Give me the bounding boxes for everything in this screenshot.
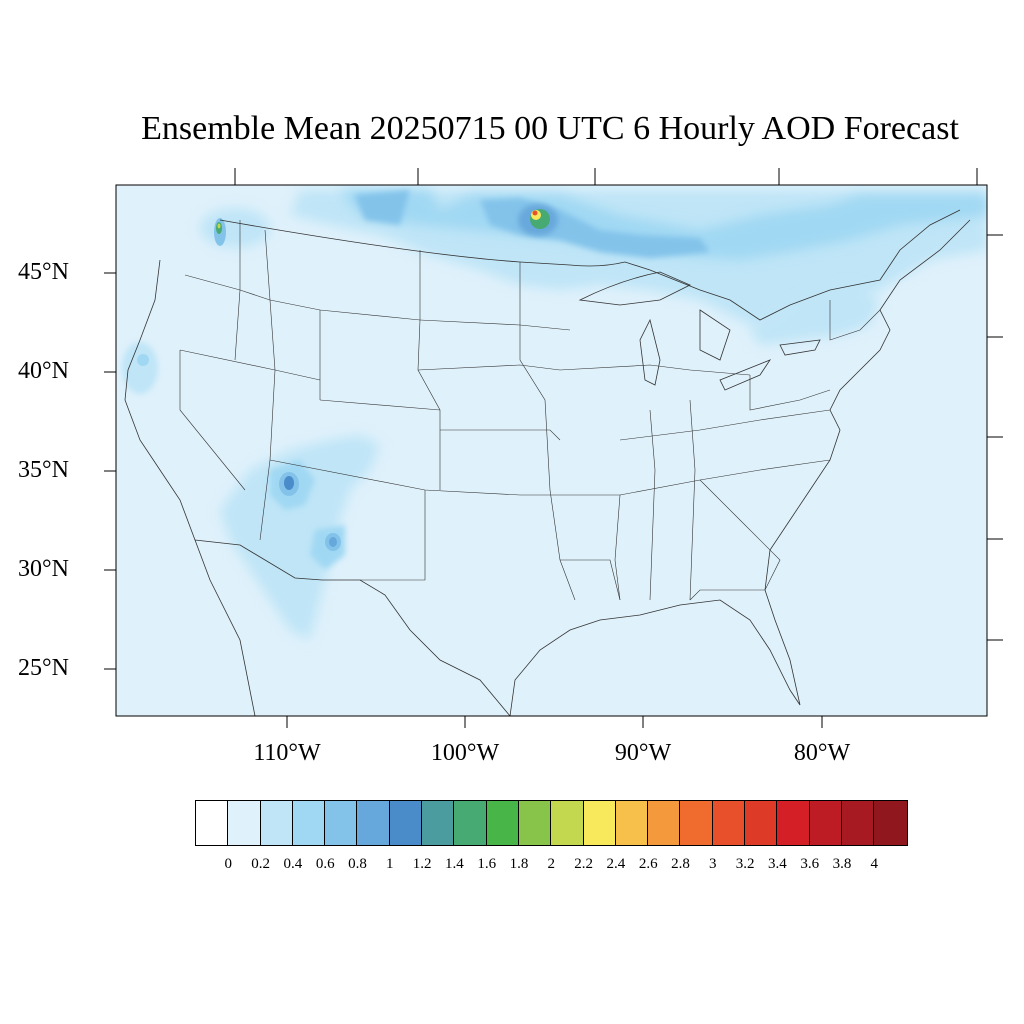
colorbar-box-11 [551, 801, 584, 845]
colorbar-tick-label: 3.2 [735, 856, 755, 872]
colorbar-box-8 [454, 801, 487, 845]
colorbar-tick-label: 3 [709, 856, 717, 872]
colorbar-box-16 [712, 801, 746, 845]
us-canada-border [219, 209, 961, 321]
northeast-haze [750, 285, 880, 345]
smoke-plume-core-peak [532, 210, 538, 216]
colorbar-tick-label: 2.2 [574, 856, 593, 872]
lat-label-45: 45°N [18, 259, 69, 285]
colorbar-tick-label: 1.6 [477, 856, 497, 872]
colorbar-box-0 [196, 801, 229, 845]
colorbar-box-14 [648, 801, 681, 845]
colorbar-tick-label: 3.4 [768, 856, 787, 872]
map-title: Ensemble Mean 20250715 00 UTC 6 Hourly A… [141, 110, 959, 147]
lake-michigan [639, 318, 661, 386]
colorbar-box-17 [745, 801, 778, 845]
aod-shading [122, 190, 987, 640]
lat-ticks-left [104, 272, 116, 670]
colorbar-box-12 [583, 801, 616, 845]
lake-superior [578, 271, 691, 306]
colorbar-box-13 [615, 801, 649, 845]
colorbar-box-6 [389, 801, 423, 845]
colorbar-box-9 [486, 801, 519, 845]
state-lines [179, 220, 881, 601]
atlantic-coastline [764, 219, 971, 591]
colorbar [195, 800, 908, 846]
colorbar-tick-label: 2.4 [606, 856, 626, 872]
colorbar-tick-label: 4 [870, 856, 879, 872]
lat-label-25: 25°N [18, 655, 69, 681]
colorbar-box-19 [809, 801, 842, 845]
colorbar-tick-label: 2 [547, 856, 556, 872]
gulf-coastline [509, 589, 801, 716]
colorbar-tick-label: 2.8 [671, 856, 690, 872]
colorbar-box-10 [518, 801, 552, 845]
lat-label-30: 30°N [18, 556, 69, 582]
lat-label-35: 35°N [18, 457, 69, 483]
california-plume-core [137, 354, 149, 366]
colorbar-box-20 [841, 801, 875, 845]
colorbar-tick-label: 3.6 [800, 856, 820, 872]
map-frame [115, 184, 988, 717]
title-container: Ensemble Mean 20250715 00 UTC 6 Hourly A… [0, 0, 1024, 180]
arizona-plume-core [284, 476, 294, 490]
colorbar-tick-label: 1 [386, 856, 394, 872]
lon-label-100w: 100°W [430, 740, 500, 766]
colorbar-box-5 [357, 801, 390, 845]
colorbar-tick-label: 0.6 [315, 856, 335, 872]
colorbar-box-4 [325, 801, 358, 845]
lon-label-90w: 90°W [614, 740, 672, 766]
lake-ontario [779, 339, 821, 356]
colorbar-tick-label: 1.4 [445, 856, 464, 872]
colorbar-tick-label: 1.8 [509, 856, 529, 872]
lat-label-40: 40°N [18, 358, 69, 384]
colorbar-box-7 [422, 801, 455, 845]
boundaries [124, 209, 971, 716]
colorbar-tick-label: 3.8 [832, 856, 852, 872]
colorbar-box-21 [874, 801, 907, 845]
colorbar-tick-label: 0.4 [283, 856, 303, 872]
lon-label-110w: 110°W [253, 740, 321, 766]
washington-plume-halo [200, 208, 270, 248]
colorbar-box-2 [260, 801, 293, 845]
us-mexico-border [194, 539, 511, 716]
california-plume-halo [122, 342, 158, 394]
lake-huron [699, 309, 731, 361]
lon-ticks-top [234, 168, 978, 185]
lon-ticks-bottom [286, 716, 823, 728]
colorbar-box-1 [228, 801, 261, 845]
colorbar-tick-label: 1.2 [412, 856, 432, 872]
newmexico-plume-core [329, 537, 337, 547]
lat-ticks-right [987, 234, 1003, 641]
colorbar-tick-label: 0.2 [251, 856, 270, 872]
colorbar-box-3 [292, 801, 326, 845]
colorbar-tick-label: 0.8 [348, 856, 367, 872]
colorbar-tick-label: 0 [224, 856, 233, 872]
colorbar-box-18 [777, 801, 810, 845]
lake-erie [719, 359, 772, 391]
colorbar-box-15 [680, 801, 713, 845]
washington-plume-peak [217, 223, 221, 229]
colorbar-tick-label: 2.6 [638, 856, 658, 872]
southwest-haze [220, 435, 380, 640]
lon-label-80w: 80°W [793, 740, 851, 766]
pacific-coastline [124, 259, 256, 716]
